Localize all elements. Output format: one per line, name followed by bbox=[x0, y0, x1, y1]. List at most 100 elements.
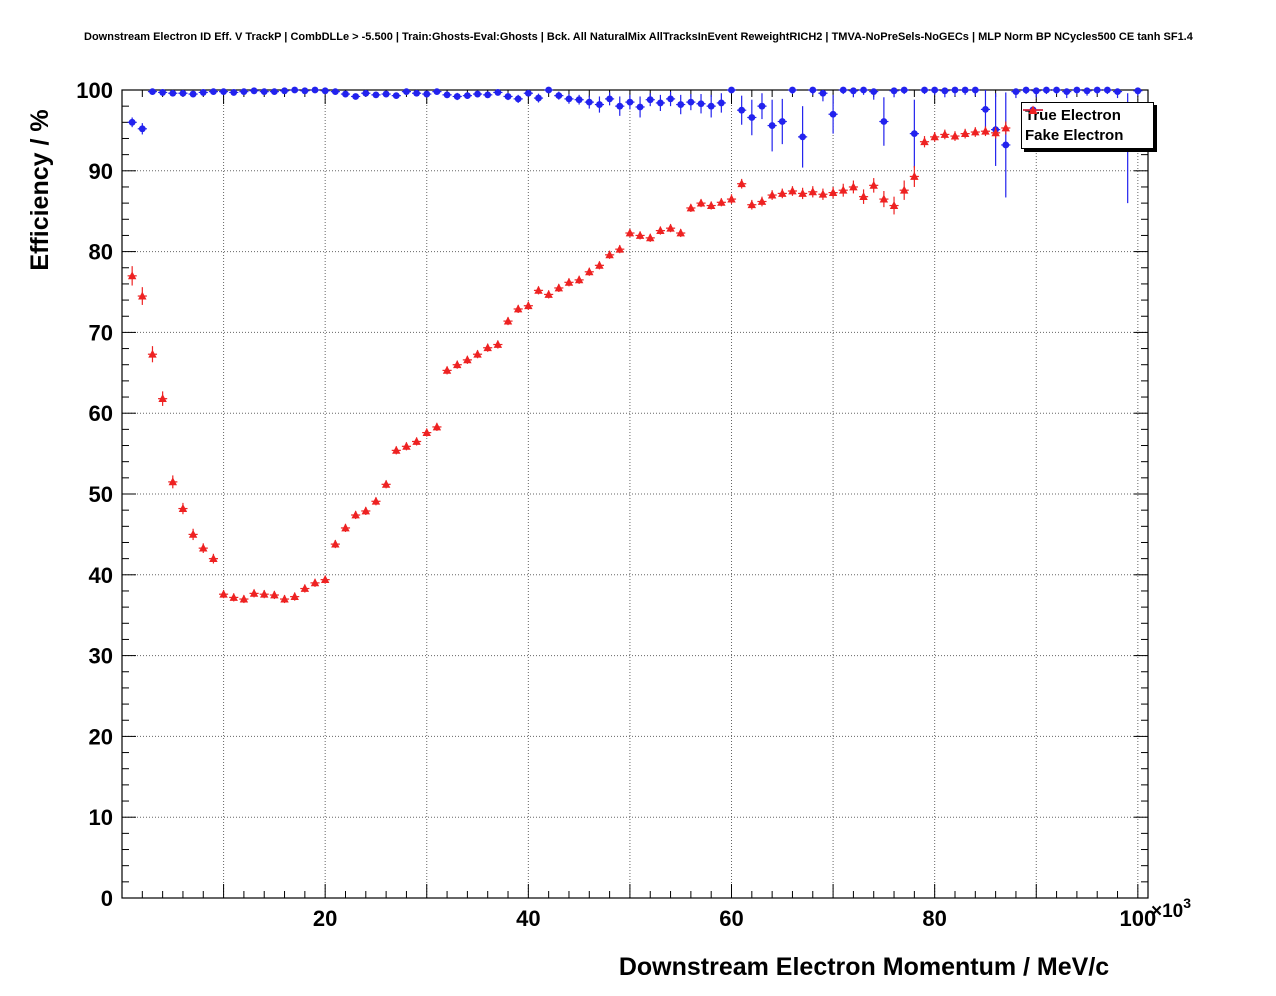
data-point-triangle bbox=[666, 223, 675, 232]
legend-label-true-electron: True Electron bbox=[1025, 106, 1121, 124]
data-point-triangle bbox=[463, 355, 472, 364]
data-point-circle bbox=[392, 92, 400, 100]
data-point-triangle bbox=[534, 285, 543, 294]
data-point-circle bbox=[606, 95, 614, 103]
data-point-triangle bbox=[138, 291, 147, 300]
data-point-triangle bbox=[209, 554, 218, 563]
data-point-circle bbox=[819, 89, 827, 97]
data-point-circle bbox=[149, 88, 156, 96]
data-point-circle bbox=[311, 86, 319, 94]
data-point-triangle bbox=[219, 589, 228, 598]
data-point-circle bbox=[413, 89, 420, 97]
data-point-circle bbox=[809, 86, 817, 94]
data-point-circle bbox=[321, 87, 329, 95]
data-point-triangle bbox=[158, 394, 167, 403]
data-point-circle bbox=[951, 86, 959, 94]
data-point-circle bbox=[1093, 86, 1101, 94]
data-point-circle bbox=[230, 89, 238, 96]
data-point-circle bbox=[514, 95, 522, 103]
data-point-circle bbox=[870, 88, 878, 96]
gridlines bbox=[122, 90, 1148, 898]
y-tick-label: 30 bbox=[89, 644, 113, 669]
data-point-triangle bbox=[849, 182, 858, 191]
data-point-triangle bbox=[595, 260, 604, 269]
data-point-circle bbox=[961, 86, 969, 94]
data-point-circle bbox=[443, 91, 451, 99]
data-point-triangle bbox=[788, 186, 797, 195]
data-point-circle bbox=[799, 133, 807, 141]
data-point-triangle bbox=[493, 339, 503, 348]
data-point-circle bbox=[504, 93, 512, 100]
x-tick-label: 60 bbox=[719, 906, 743, 931]
x-multiplier-base: ×10 bbox=[1151, 901, 1183, 922]
data-point-circle bbox=[1002, 141, 1010, 149]
data-point-triangle bbox=[869, 180, 878, 189]
data-point-circle bbox=[128, 118, 136, 126]
data-point-circle bbox=[910, 130, 918, 138]
data-point-triangle bbox=[341, 523, 350, 532]
data-point-triangle bbox=[503, 316, 513, 325]
data-point-circle bbox=[850, 87, 857, 95]
data-point-triangle bbox=[239, 594, 249, 603]
data-point-triangle bbox=[229, 592, 238, 601]
data-point-circle bbox=[829, 110, 837, 118]
data-point-triangle bbox=[859, 192, 868, 201]
data-point-circle bbox=[585, 98, 593, 106]
data-point-circle bbox=[789, 86, 796, 94]
data-point-circle bbox=[240, 88, 248, 96]
data-point-triangle bbox=[513, 304, 523, 313]
data-point-circle bbox=[403, 88, 410, 96]
data-point-triangle bbox=[839, 185, 848, 194]
data-point-circle bbox=[199, 89, 207, 96]
data-point-circle bbox=[758, 102, 766, 110]
data-point-circle bbox=[342, 90, 349, 98]
data-point-triangle bbox=[960, 129, 970, 138]
data-point-triangle bbox=[778, 188, 787, 197]
data-point-circle bbox=[1032, 87, 1040, 95]
data-point-triangle bbox=[950, 131, 960, 140]
data-point-triangle bbox=[199, 543, 208, 552]
data-point-circle bbox=[646, 96, 654, 104]
y-tick-label: 10 bbox=[89, 805, 113, 830]
y-tick-label: 0 bbox=[101, 886, 113, 911]
data-point-circle bbox=[260, 88, 268, 96]
data-point-triangle bbox=[473, 349, 482, 358]
data-point-triangle bbox=[381, 479, 391, 488]
data-point-circle bbox=[433, 88, 441, 96]
data-point-triangle bbox=[320, 575, 330, 584]
data-point-circle bbox=[677, 101, 685, 108]
data-point-circle bbox=[382, 90, 390, 98]
y-tick-label: 40 bbox=[89, 563, 113, 588]
plot-title: Downstream Electron ID Eff. V TrackP | C… bbox=[84, 31, 1193, 43]
data-point-circle bbox=[463, 92, 471, 100]
data-point-triangle bbox=[392, 445, 401, 454]
data-point-triangle bbox=[178, 503, 188, 512]
data-point-triangle bbox=[564, 277, 574, 286]
data-point-triangle bbox=[828, 188, 838, 197]
legend-entry-fake-electron[interactable]: Fake Electron bbox=[1023, 105, 1150, 144]
data-point-circle bbox=[159, 89, 167, 96]
data-point-circle bbox=[1103, 86, 1111, 94]
axis-ticks bbox=[122, 90, 1148, 898]
data-point-circle bbox=[1063, 88, 1071, 96]
data-point-triangle bbox=[260, 589, 269, 598]
data-point-circle bbox=[687, 98, 695, 106]
data-point-triangle bbox=[747, 200, 757, 209]
data-point-triangle bbox=[310, 578, 320, 587]
data-point-circle bbox=[1012, 88, 1020, 96]
data-point-triangle bbox=[615, 244, 624, 253]
data-point-triangle bbox=[635, 230, 645, 239]
data-point-circle bbox=[636, 103, 644, 111]
data-point-triangle bbox=[524, 301, 533, 310]
data-point-triangle bbox=[270, 590, 279, 599]
data-point-triangle bbox=[920, 137, 929, 146]
data-point-circle bbox=[179, 89, 187, 97]
data-point-triangle bbox=[706, 200, 716, 209]
data-point-circle bbox=[555, 92, 563, 100]
data-point-circle bbox=[667, 95, 674, 103]
data-point-circle bbox=[1083, 87, 1091, 95]
legend[interactable]: True Electron Fake Electron bbox=[1021, 102, 1154, 149]
data-point-circle bbox=[880, 118, 888, 125]
